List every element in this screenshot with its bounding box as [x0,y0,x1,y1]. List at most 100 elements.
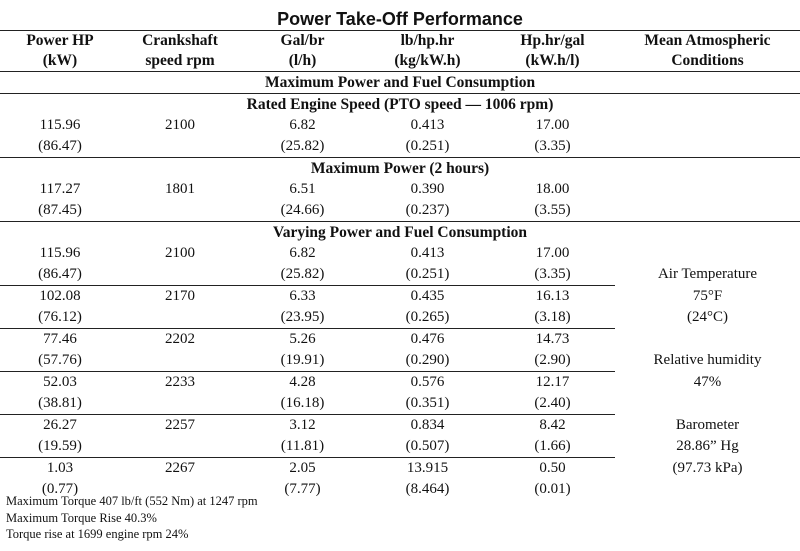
table-row: 102.08 2170 6.33 0.435 16.13 75°F [0,286,800,308]
power-hp: 102.08 [39,288,81,304]
kwh-per-liter: (0.01) [534,481,571,497]
condition-line: Relative humidity [653,352,762,369]
hphr-per-gal: 8.42 [539,417,566,433]
kwh-per-liter: (3.18) [490,307,615,329]
kwh-per-liter: (3.55) [490,200,615,222]
kwh-per-liter: (3.35) [490,264,615,286]
table-row: 77.46 2202 5.26 0.476 14.73 [0,329,800,351]
power-hp: 77.46 [43,331,77,347]
empty-cell [120,393,240,415]
hphr-per-gal: 14.73 [535,331,570,347]
header-power: Power HP [26,32,94,49]
power-kw: (0.77) [41,481,79,497]
power-kw: (38.81) [0,393,120,415]
hphr-per-gal: 17.00 [535,117,570,133]
varying-rows: 115.96 2100 6.82 0.413 17.00 (86.47) (25.82) (0… [0,243,800,500]
lb-per-hphr: 0.390 [410,181,445,197]
header-crankshaft-unit: speed rpm [120,51,240,72]
section-varying: Varying Power and Fuel Consumption [272,224,528,241]
gal-per-hour: 6.82 [289,117,316,133]
crankshaft-rpm: 2233 [165,374,195,390]
gal-per-hour: 6.51 [289,181,316,197]
crankshaft-rpm: 2202 [165,331,195,347]
kwh-per-liter: (2.90) [490,350,615,372]
crankshaft-rpm: 1801 [165,181,195,197]
liters-per-hour: (23.95) [240,307,365,329]
empty-cell [615,200,800,222]
hphr-per-gal: 0.50 [539,460,566,476]
condition-line: (24°C) [687,309,728,326]
section-max-power-2h: Maximum Power (2 hours) [310,160,490,177]
gal-per-hour: 6.33 [289,288,316,304]
gal-per-hour: 4.28 [289,374,316,390]
table-row: (86.47) (25.82) (0.251) (3.35) Air Temperatu… [0,264,800,286]
power-kw: (86.47) [0,264,120,286]
lb-per-hphr: 0.413 [410,117,445,133]
title-rule [0,30,800,31]
condition-line: 75°F [692,287,723,304]
lb-per-hphr: 0.413 [410,245,445,261]
lb-per-hphr: 0.476 [410,331,445,347]
crankshaft-rpm: 2257 [165,417,195,433]
header-hphr: Hp.hr/gal [520,32,585,49]
hphr-per-gal: 12.17 [535,374,570,390]
header-lb-unit: (kg/kW.h) [365,51,490,72]
crankshaft-rpm: 2267 [165,460,195,476]
header-crankshaft: Crankshaft [142,32,218,49]
liters-per-hour: (25.82) [240,264,365,286]
kg-per-kwh: (0.507) [365,436,490,458]
power-kw: (86.47) [0,136,120,158]
power-hp: 52.03 [43,374,77,390]
kg-per-kwh: (8.464) [405,481,450,497]
section-max-power-fuel: Maximum Power and Fuel Consumption [0,71,800,94]
gal-per-hour: 6.82 [289,245,316,261]
table-row: (57.76) (19.91) (0.290) (2.90) Relative humi… [0,350,800,372]
power-hp: 1.03 [46,460,74,476]
liters-per-hour: (16.18) [240,393,365,415]
power-kw: (19.59) [0,436,120,458]
performance-table: Power HP Crankshaft Gal/br lb/hp.hr Hp.h… [0,31,800,500]
conditions-empty [615,115,800,136]
table-row: 52.03 2233 4.28 0.576 12.17 47% [0,372,800,394]
empty-cell [120,200,240,222]
crankshaft-rpm: 2100 [165,245,195,261]
power-hp: 115.96 [39,245,81,261]
empty-cell [120,264,240,286]
gal-per-hour: 3.12 [289,417,316,433]
section-row: Varying Power and Fuel Consumption [0,222,800,244]
table-row: 26.27 2257 3.12 0.834 8.42 Barometer [0,415,800,437]
table-title: Power Take-Off Performance [277,9,523,29]
liters-per-hour: (7.77) [284,481,321,497]
liters-per-hour: (19.91) [240,350,365,372]
power-kw: (76.12) [0,307,120,329]
note-torque-rise-rpm: Torque rise at 1699 engine rpm 24% [6,527,189,541]
lb-per-hphr: 13.915 [406,460,449,476]
kg-per-kwh: (0.265) [365,307,490,329]
power-hp: 26.27 [43,417,77,433]
hphr-per-gal: 17.00 [535,245,570,261]
power-hp: 115.96 [39,117,81,133]
table-row: (86.47) (25.82) (0.251) (3.35) [0,136,800,158]
hphr-per-gal: 16.13 [535,288,570,304]
empty-cell [120,136,240,158]
kwh-per-liter: (2.40) [490,393,615,415]
power-kw: (87.45) [0,200,120,222]
liters-per-hour: (25.82) [240,136,365,158]
note-max-torque: Maximum Torque 407 lb/ft (552 Nm) at 124… [6,494,258,508]
lb-per-hphr: 0.834 [410,417,445,433]
gal-per-hour: 5.26 [289,331,316,347]
gal-per-hour: 2.05 [289,460,316,476]
condition-line [615,243,800,264]
kg-per-kwh: (0.251) [365,136,490,158]
header-row-2: (kW) speed rpm (l/h) (kg/kW.h) (kW.h/l) … [0,51,800,72]
power-kw: (57.76) [0,350,120,372]
liters-per-hour: (24.66) [240,200,365,222]
header-gal-unit: (l/h) [240,51,365,72]
condition-line: 28.86” Hg [676,438,739,455]
empty-cell [120,350,240,372]
table-row: 1.03 2267 2.05 13.915 0.50 (97.73 kPa) [0,458,800,480]
empty-cell [615,179,800,200]
table-row: 117.27 1801 6.51 0.390 18.00 [0,179,800,200]
table-row: (0.77) (7.77) (8.464) (0.01) [0,479,800,500]
